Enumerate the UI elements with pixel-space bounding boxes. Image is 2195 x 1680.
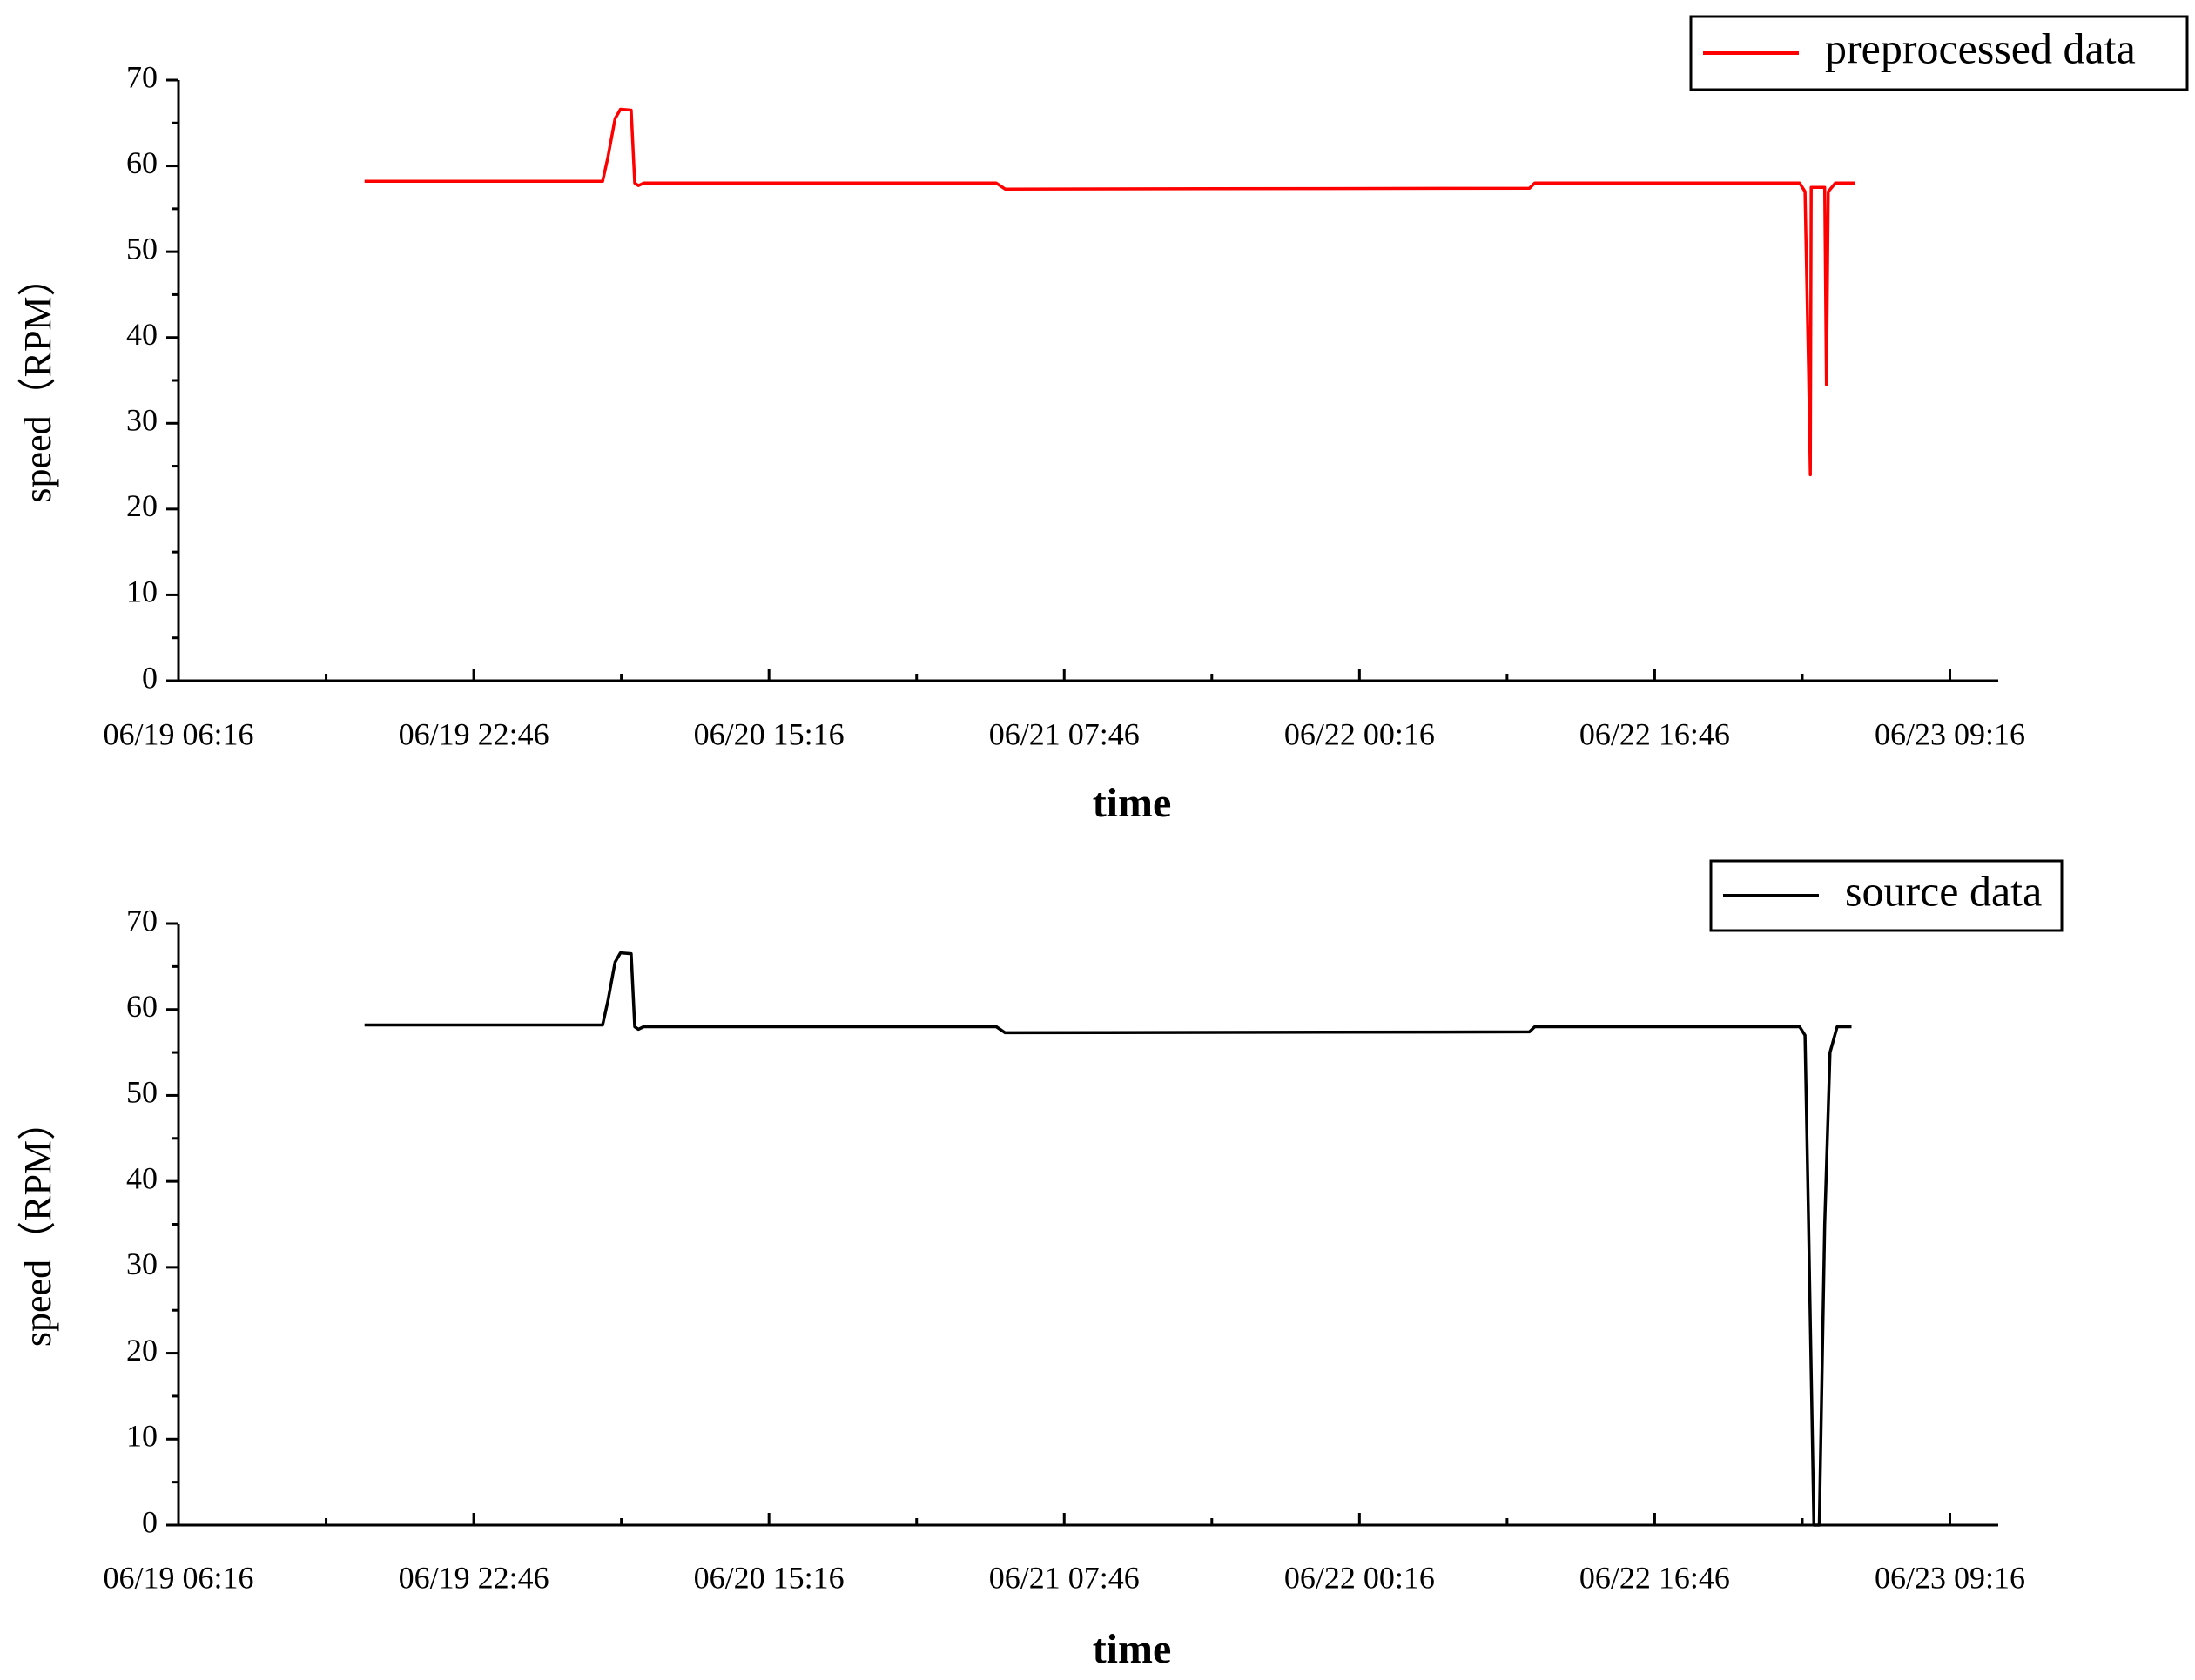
y-tick-label: 70 [126,903,158,937]
x-tick-label: 06/19 22:46 [399,1560,549,1595]
data-line [364,951,1852,1527]
x-tick-label: 06/20 15:16 [694,716,845,751]
x-tick-label: 06/22 16:46 [1579,1560,1730,1595]
y-tick-label: 70 [126,59,158,94]
x-tick-label: 06/23 09:16 [1875,1560,2025,1595]
y-tick-label: 40 [126,317,158,352]
x-tick-label: 06/19 06:16 [103,716,253,751]
x-tick-label: 06/22 00:16 [1284,716,1435,751]
x-axis-label: time [1093,1626,1172,1672]
x-axis-label: time [1093,780,1172,826]
y-tick-label: 60 [126,989,158,1024]
y-tick-label: 20 [126,488,158,523]
y-tick-label: 10 [126,575,158,609]
x-tick-label: 06/20 15:16 [694,1560,845,1595]
y-tick-label: 0 [142,660,158,695]
legend-label: preprocessed data [1825,24,2136,72]
legend-label: source data [1845,866,2042,915]
y-tick-label: 30 [126,403,158,438]
x-tick-label: 06/19 06:16 [103,1560,253,1595]
y-tick-label: 0 [142,1504,158,1539]
y-tick-label: 60 [126,145,158,180]
y-tick-label: 50 [126,231,158,265]
y-tick-label: 30 [126,1247,158,1281]
y-tick-label: 40 [126,1160,158,1195]
y-axis-label: speed（RPM） [17,1102,59,1347]
data-line [364,107,1855,477]
x-tick-label: 06/22 16:46 [1579,716,1730,751]
y-tick-label: 20 [126,1333,158,1368]
y-tick-label: 10 [126,1419,158,1454]
y-axis-label: speed（RPM） [17,258,59,502]
x-tick-label: 06/21 07:46 [989,716,1140,751]
x-tick-label: 06/22 00:16 [1284,1560,1435,1595]
y-tick-label: 50 [126,1075,158,1110]
x-tick-label: 06/21 07:46 [989,1560,1140,1595]
x-tick-label: 06/19 22:46 [399,716,549,751]
x-tick-label: 06/23 09:16 [1875,716,2025,751]
